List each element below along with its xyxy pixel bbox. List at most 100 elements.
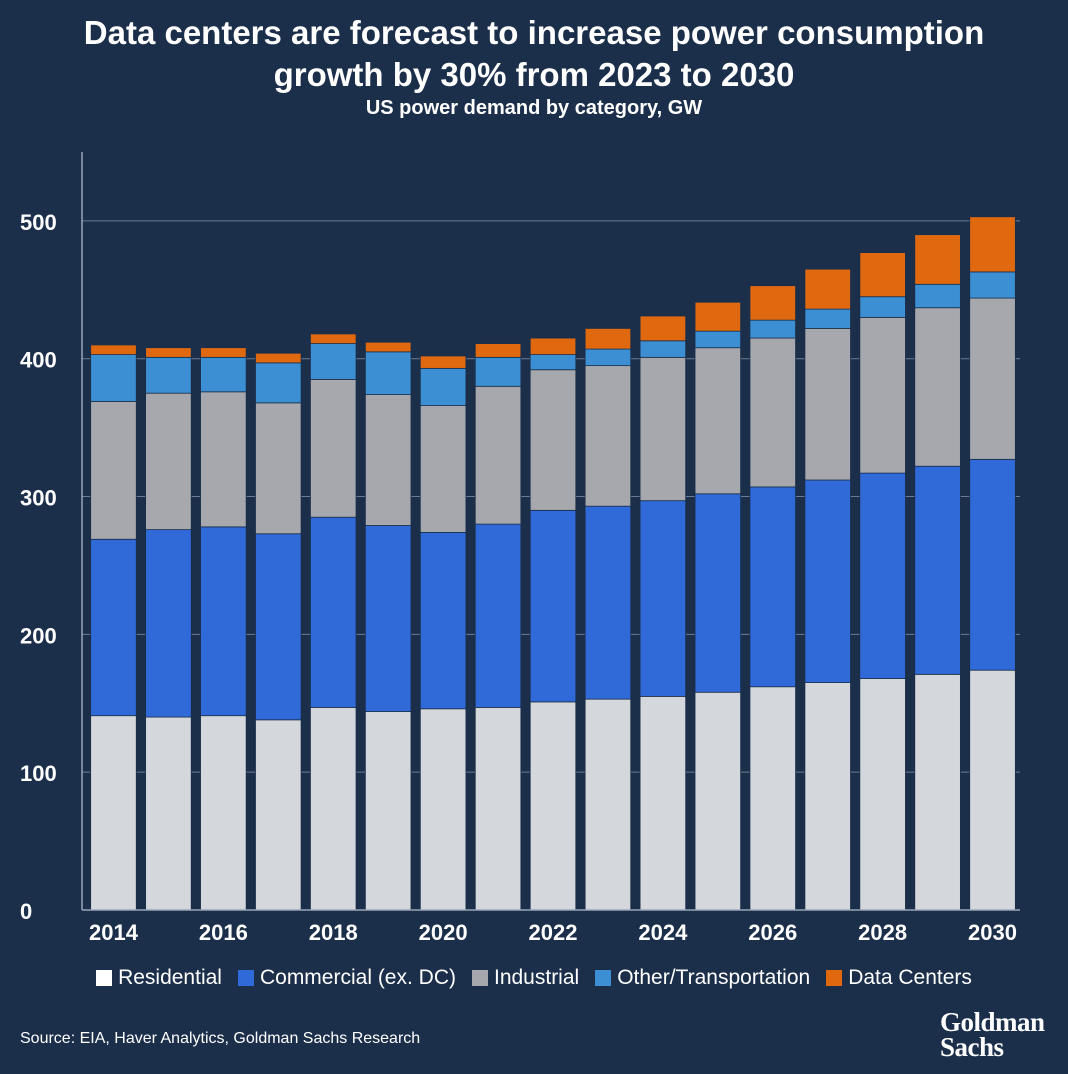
bar-2019-residential bbox=[364, 711, 412, 911]
bar-2014-data-centers bbox=[90, 344, 137, 355]
bar-2016-commercial-ex-dc- bbox=[200, 526, 247, 717]
legend-item-residential: Residential bbox=[96, 966, 222, 990]
bar-2018-other-transportation bbox=[310, 343, 357, 380]
legend-label: Industrial bbox=[493, 966, 580, 989]
bar-2014-commercial-ex-dc- bbox=[90, 538, 137, 717]
bar-2023-other-transportation bbox=[584, 348, 632, 367]
y-tick-label-200: 200 bbox=[20, 623, 57, 648]
bar-2022-residential bbox=[529, 701, 577, 911]
bar-2015-other-transportation bbox=[145, 356, 192, 394]
bar-2022-other-transportation bbox=[529, 354, 577, 371]
legend-item-industrial: Industrial bbox=[471, 966, 580, 990]
x-tick-label-2026: 2026 bbox=[748, 920, 797, 945]
source-note: Source: EIA, Haver Analytics, Goldman Sa… bbox=[20, 1030, 421, 1047]
bar-2027-residential bbox=[804, 682, 851, 911]
chart-subtitle: US power demand by category, GW bbox=[365, 97, 703, 119]
bar-2019-industrial bbox=[364, 394, 412, 526]
title-line-1: Data centers are forecast to increase po… bbox=[83, 14, 985, 51]
legend-label: Other/Transportation bbox=[617, 966, 811, 989]
bar-2017-industrial bbox=[255, 402, 302, 535]
legend: Residential Commercial (ex. DC) Industrial… bbox=[0, 966, 1068, 990]
bar-2029-other-transportation bbox=[914, 283, 961, 309]
bar-2023-residential bbox=[584, 698, 632, 911]
bar-2020-commercial-ex-dc- bbox=[419, 531, 467, 710]
bar-2016-industrial bbox=[200, 391, 247, 528]
bar-2024-commercial-ex-dc- bbox=[639, 500, 687, 697]
bar-2024-residential bbox=[639, 695, 687, 911]
x-tick-label-2024: 2024 bbox=[638, 920, 688, 945]
bar-2015-industrial bbox=[145, 392, 192, 531]
bar-2028-other-transportation bbox=[859, 296, 906, 318]
x-tick-label-2022: 2022 bbox=[529, 920, 578, 945]
bar-2018-commercial-ex-dc- bbox=[310, 516, 357, 708]
bar-2024-other-transportation bbox=[639, 340, 687, 358]
bar-2029-industrial bbox=[914, 307, 961, 467]
bar-2014-other-transportation bbox=[90, 354, 137, 402]
bar-2024-industrial bbox=[639, 356, 687, 502]
legend-label: Data Centers bbox=[848, 966, 972, 989]
bar-2027-industrial bbox=[804, 328, 851, 481]
y-tick-label-500: 500 bbox=[20, 210, 57, 235]
bar-2026-data-centers bbox=[749, 285, 796, 321]
bar-2025-other-transportation bbox=[694, 330, 742, 349]
legend-swatch bbox=[237, 970, 254, 986]
bar-2022-commercial-ex-dc- bbox=[529, 509, 577, 703]
bar-2028-industrial bbox=[859, 316, 906, 474]
x-tick-label-2030: 2030 bbox=[968, 920, 1017, 945]
bar-2021-industrial bbox=[474, 385, 522, 525]
chart-title: Data centers are forecast to increase po… bbox=[0, 12, 1068, 96]
bar-2019-data-centers bbox=[364, 341, 412, 353]
bar-2017-commercial-ex-dc- bbox=[255, 533, 302, 721]
bar-2020-industrial bbox=[419, 405, 467, 533]
bar-2014-industrial bbox=[90, 401, 137, 540]
bar-2026-other-transportation bbox=[749, 319, 796, 339]
bar-2023-commercial-ex-dc- bbox=[584, 505, 632, 700]
bar-2017-data-centers bbox=[255, 352, 302, 364]
bar-2022-industrial bbox=[529, 369, 577, 511]
y-tick-label-400: 400 bbox=[20, 348, 57, 373]
legend-swatch bbox=[595, 970, 612, 986]
bar-2025-industrial bbox=[694, 347, 742, 495]
legend-swatch bbox=[826, 970, 843, 986]
bar-2016-data-centers bbox=[200, 347, 247, 358]
x-tick-label-2028: 2028 bbox=[858, 920, 907, 945]
bar-2014-residential bbox=[90, 715, 137, 911]
bar-2027-other-transportation bbox=[804, 308, 851, 329]
bar-2019-commercial-ex-dc- bbox=[364, 525, 412, 712]
bar-2023-industrial bbox=[584, 365, 632, 507]
bar-2020-residential bbox=[419, 708, 467, 911]
legend-swatch bbox=[471, 970, 488, 986]
bar-2017-other-transportation bbox=[255, 362, 302, 404]
x-tick-label-2014: 2014 bbox=[89, 920, 139, 945]
legend-item-other-transportation: Other/Transportation bbox=[595, 966, 810, 990]
bar-2029-data-centers bbox=[914, 234, 961, 285]
legend-item-commercial-ex-dc-: Commercial (ex. DC) bbox=[237, 966, 456, 990]
bar-2030-other-transportation bbox=[969, 271, 1016, 299]
bar-2027-commercial-ex-dc- bbox=[804, 479, 851, 683]
bar-2018-residential bbox=[310, 707, 357, 911]
bar-2017-residential bbox=[255, 719, 302, 911]
legend-item-data-centers: Data Centers bbox=[826, 966, 972, 990]
bar-2028-data-centers bbox=[859, 252, 906, 298]
bar-2020-data-centers bbox=[419, 355, 467, 369]
title-line-2: growth by 30% from 2023 to 2030 bbox=[273, 56, 795, 93]
bar-2026-industrial bbox=[749, 337, 796, 488]
bar-2027-data-centers bbox=[804, 268, 851, 310]
x-tick-label-2020: 2020 bbox=[419, 920, 468, 945]
bar-2025-commercial-ex-dc- bbox=[694, 493, 742, 693]
bar-2026-residential bbox=[749, 686, 796, 911]
bar-2018-industrial bbox=[310, 378, 357, 518]
bar-2021-data-centers bbox=[474, 343, 522, 358]
bar-2030-data-centers bbox=[969, 216, 1016, 273]
x-tick-label-2016: 2016 bbox=[199, 920, 248, 945]
bar-2015-residential bbox=[145, 716, 192, 911]
goldman-sachs-logo: Goldman Sachs bbox=[940, 1007, 1045, 1062]
bar-2026-commercial-ex-dc- bbox=[749, 486, 796, 688]
bar-2018-data-centers bbox=[310, 333, 357, 344]
bar-2029-residential bbox=[914, 673, 961, 911]
bar-2015-data-centers bbox=[145, 347, 192, 358]
stacked-bar-chart: 0 100 200 300 400 500 2014 2016 2018 2020 2022 2024… bbox=[20, 152, 1020, 945]
bar-2019-other-transportation bbox=[364, 351, 412, 395]
bar-2028-commercial-ex-dc- bbox=[859, 472, 906, 679]
y-tick-label-0: 0 bbox=[20, 899, 32, 924]
